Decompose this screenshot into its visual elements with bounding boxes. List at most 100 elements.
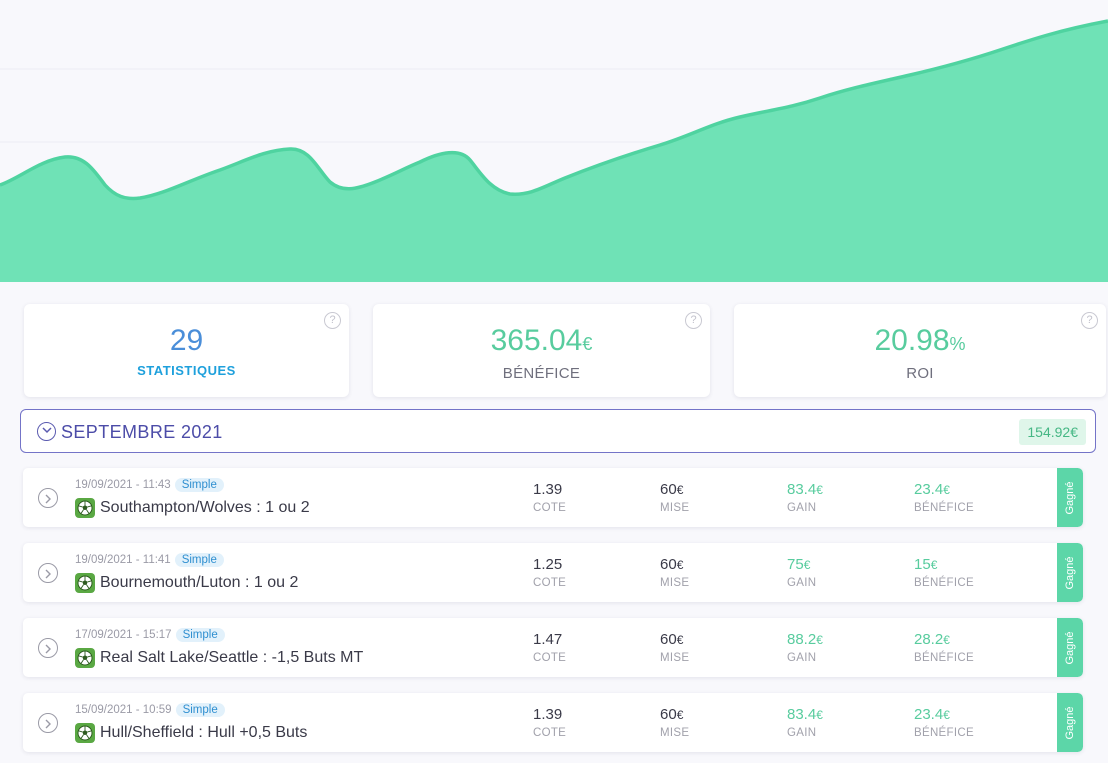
- mise-currency: €: [676, 708, 684, 722]
- benefice-currency: €: [943, 708, 950, 722]
- gain-value: 75€: [787, 556, 816, 573]
- bet-type-badge: Simple: [175, 628, 225, 642]
- bet-row[interactable]: 19/09/2021 - 11:41 Simple Bournemouth/Lut…: [23, 543, 1083, 602]
- bet-type-badge: Simple: [174, 478, 224, 492]
- roi-label: ROI: [906, 365, 934, 382]
- bet-row[interactable]: 19/09/2021 - 11:43 Simple Southampton/Wol…: [23, 468, 1083, 527]
- profit-area-chart: [0, 0, 1108, 282]
- chevron-down-icon[interactable]: [37, 422, 56, 441]
- profit-chart-svg: [0, 19, 1108, 282]
- cote-column: 1.47 COTE: [533, 631, 566, 664]
- benefice-column: 15€ BÉNÉFICE: [914, 556, 974, 589]
- month-group-header[interactable]: SEPTEMBRE 2021 154.92€: [20, 409, 1096, 453]
- gain-currency: €: [816, 633, 823, 647]
- cote-value: 1.39: [533, 481, 563, 498]
- benefice-row-value: 23.4€: [914, 481, 974, 498]
- chevron-right-icon[interactable]: [38, 713, 58, 733]
- cote-value: 1.47: [533, 631, 563, 648]
- gain-amount: 83.4: [787, 706, 817, 723]
- mise-column: 60€ MISE: [660, 706, 689, 739]
- bet-type-badge: Simple: [174, 553, 224, 567]
- benefice-column: 28.2€ BÉNÉFICE: [914, 631, 974, 664]
- bet-row[interactable]: 15/09/2021 - 10:59 Simple Hull/Sheffield …: [23, 693, 1083, 752]
- benefice-amount: 23.4: [914, 706, 944, 723]
- status-label: Gagné: [1064, 705, 1076, 740]
- mise-amount: 60: [660, 706, 677, 723]
- benefice-row-value: 28.2€: [914, 631, 974, 648]
- benefice-amount: 23.4: [914, 481, 944, 498]
- statistiques-link[interactable]: STATISTIQUES: [137, 363, 236, 378]
- mise-value: 60€: [660, 706, 689, 723]
- bet-count-value: 29: [169, 324, 204, 357]
- gain-label: GAIN: [787, 652, 817, 664]
- cote-label: COTE: [533, 727, 567, 739]
- mise-label: MISE: [660, 502, 690, 514]
- gain-label: GAIN: [787, 727, 817, 739]
- gain-value: 88.2€: [787, 631, 823, 648]
- bet-match: Real Salt Lake/Seattle : -1,5 Buts MT: [100, 649, 364, 666]
- benefice-row-label: BÉNÉFICE: [914, 652, 974, 664]
- help-icon[interactable]: ?: [1081, 312, 1098, 329]
- mise-column: 60€ MISE: [660, 631, 689, 664]
- cote-label: COTE: [533, 502, 567, 514]
- stat-card-benefice: ? 365.04€ BÉNÉFICE: [373, 304, 710, 397]
- bet-type-badge: Simple: [175, 703, 225, 717]
- mise-amount: 60: [660, 556, 677, 573]
- stat-card-roi: ? 20.98% ROI: [734, 304, 1106, 397]
- status-badge: Gagné: [1057, 618, 1083, 677]
- bet-date: 19/09/2021 - 11:41: [75, 554, 171, 566]
- bet-row[interactable]: 17/09/2021 - 15:17 Simple Real Salt Lake/…: [23, 618, 1083, 677]
- benefice-label: BÉNÉFICE: [502, 365, 581, 382]
- gain-column: 83.4€ GAIN: [787, 481, 823, 514]
- status-label: Gagné: [1064, 480, 1076, 515]
- chevron-right-icon[interactable]: [38, 563, 58, 583]
- help-icon[interactable]: ?: [685, 312, 702, 329]
- month-title: SEPTEMBRE 2021: [61, 422, 223, 442]
- gain-currency: €: [816, 708, 823, 722]
- mise-label: MISE: [660, 727, 690, 739]
- gain-label: GAIN: [787, 577, 817, 589]
- benefice-currency: €: [943, 483, 950, 497]
- chevron-right-icon[interactable]: [38, 638, 58, 658]
- cote-label: COTE: [533, 652, 567, 664]
- cote-column: 1.39 COTE: [533, 706, 566, 739]
- benefice-currency: €: [943, 633, 950, 647]
- gain-currency: €: [803, 558, 811, 572]
- mise-currency: €: [676, 633, 684, 647]
- status-label: Gagné: [1064, 555, 1076, 590]
- benefice-amount: 28.2: [914, 631, 944, 648]
- gain-currency: €: [816, 483, 823, 497]
- roi-total: 20.98%: [734, 324, 1106, 358]
- benefice-column: 23.4€ BÉNÉFICE: [914, 706, 974, 739]
- mise-amount: 60: [660, 481, 677, 498]
- cote-column: 1.25 COTE: [533, 556, 566, 589]
- month-total-badge: 154.92€: [1019, 419, 1086, 445]
- bet-meta: 19/09/2021 - 11:41 Simple: [75, 553, 224, 567]
- benefice-row-label: BÉNÉFICE: [914, 577, 974, 589]
- roi-unit: %: [949, 334, 966, 354]
- cote-value: 1.39: [533, 706, 563, 723]
- status-badge: Gagné: [1057, 468, 1083, 527]
- chevron-right-icon[interactable]: [38, 488, 58, 508]
- mise-value: 60€: [660, 556, 689, 573]
- benefice-column: 23.4€ BÉNÉFICE: [914, 481, 974, 514]
- cote-label: COTE: [533, 577, 567, 589]
- bet-meta: 17/09/2021 - 15:17 Simple: [75, 628, 225, 642]
- benefice-total: 365.04€: [373, 324, 710, 358]
- benefice-amount: 15: [914, 556, 931, 573]
- mise-currency: €: [676, 483, 684, 497]
- help-icon[interactable]: ?: [324, 312, 341, 329]
- gain-amount: 75: [787, 556, 804, 573]
- bet-match: Southampton/Wolves : 1 ou 2: [100, 499, 310, 516]
- soccer-ball-icon: [75, 573, 95, 593]
- benefice-row-label: BÉNÉFICE: [914, 727, 974, 739]
- stat-card-count: ? 29 STATISTIQUES: [24, 304, 349, 397]
- mise-currency: €: [676, 558, 684, 572]
- gain-column: 83.4€ GAIN: [787, 706, 823, 739]
- mise-value: 60€: [660, 631, 689, 648]
- mise-label: MISE: [660, 577, 690, 589]
- chart-area-fill: [0, 21, 1108, 282]
- soccer-ball-icon: [75, 498, 95, 518]
- benefice-currency: €: [930, 558, 938, 572]
- status-badge: Gagné: [1057, 543, 1083, 602]
